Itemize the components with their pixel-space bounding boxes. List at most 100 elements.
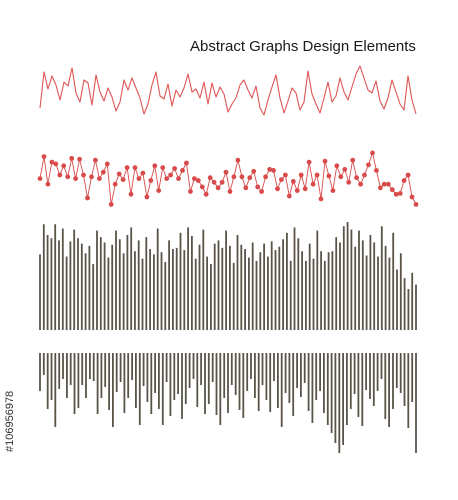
data-point [144, 194, 150, 200]
data-point [239, 174, 245, 180]
data-point [385, 181, 391, 187]
data-point [346, 179, 352, 185]
data-point [370, 150, 375, 156]
data-point [93, 157, 98, 163]
data-point [334, 163, 340, 169]
data-point [326, 173, 332, 179]
data-point [389, 187, 395, 193]
downward-bar-graph [39, 353, 417, 453]
data-point [318, 196, 324, 202]
data-point [207, 175, 213, 181]
data-point [124, 165, 130, 171]
data-point [219, 179, 225, 185]
data-point [136, 176, 142, 182]
data-point [366, 162, 371, 168]
data-point [41, 154, 47, 160]
data-point [116, 171, 122, 177]
data-point [192, 176, 197, 182]
data-point [322, 158, 328, 164]
data-point [294, 188, 300, 194]
data-point [112, 181, 118, 187]
data-point [49, 159, 55, 165]
data-point [263, 174, 268, 180]
data-point [255, 184, 261, 190]
data-point [413, 202, 419, 207]
data-point [77, 156, 82, 162]
data-point [405, 172, 411, 178]
upward-bar-graph [39, 222, 417, 330]
data-point [259, 189, 264, 194]
data-point [53, 161, 59, 167]
data-point [156, 188, 162, 194]
data-point [73, 176, 78, 182]
data-point [81, 172, 86, 178]
data-point [152, 163, 158, 169]
data-point [227, 189, 233, 194]
data-point [65, 174, 71, 180]
data-point [215, 185, 221, 191]
data-point [290, 179, 296, 184]
data-point [330, 188, 336, 194]
data-point [148, 178, 154, 183]
data-point [108, 202, 114, 207]
data-point [283, 172, 288, 178]
data-point [37, 176, 43, 182]
data-point [279, 177, 284, 183]
data-point [374, 168, 379, 173]
data-point [57, 172, 63, 178]
data-point [100, 169, 106, 175]
data-point [271, 168, 276, 173]
chart-title: Abstract Graphs Design Elements [190, 38, 416, 55]
data-point [69, 156, 75, 161]
data-point [286, 193, 292, 199]
data-point [104, 161, 110, 167]
data-point [338, 174, 344, 180]
data-point [251, 168, 257, 174]
data-point [188, 189, 193, 194]
data-point [362, 172, 367, 178]
marker-line-graph [37, 150, 419, 207]
data-point [180, 168, 185, 173]
data-point [409, 194, 415, 200]
data-point [306, 159, 312, 165]
data-point [172, 166, 178, 171]
data-point [314, 172, 320, 178]
data-point [358, 181, 363, 187]
data-point [401, 178, 407, 183]
data-point [397, 191, 403, 196]
data-point [184, 160, 189, 166]
data-point [393, 191, 399, 197]
data-point [354, 175, 359, 181]
data-point [199, 184, 205, 190]
series-line [39, 65, 417, 116]
stock-id-label: #106956978 [4, 391, 16, 452]
data-point [302, 186, 308, 192]
data-point [195, 178, 201, 183]
data-point [243, 185, 249, 191]
data-point [128, 191, 134, 197]
data-point [164, 176, 170, 182]
data-point [89, 174, 94, 180]
data-point [160, 165, 166, 171]
data-point [381, 181, 387, 187]
data-point [85, 195, 90, 201]
data-point [378, 185, 383, 191]
data-point [310, 181, 316, 187]
data-point [132, 165, 138, 171]
data-point [45, 181, 51, 187]
data-point [211, 179, 217, 185]
data-point [235, 157, 241, 163]
data-point [267, 167, 272, 172]
data-point [223, 169, 229, 175]
data-point [203, 191, 209, 197]
data-point [298, 172, 304, 178]
data-point [247, 175, 253, 181]
data-point [61, 163, 67, 169]
data-point [350, 157, 356, 163]
data-point [97, 176, 102, 182]
data-point [176, 176, 181, 182]
data-point [275, 186, 280, 192]
data-point [168, 172, 174, 178]
data-point [140, 170, 146, 176]
